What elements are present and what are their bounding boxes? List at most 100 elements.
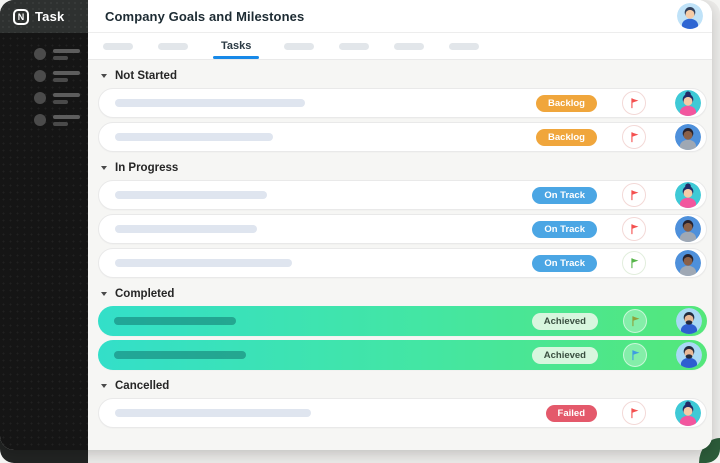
assignee-avatar[interactable] xyxy=(675,400,701,426)
caret-down-icon xyxy=(101,383,107,388)
task-title-placeholder xyxy=(115,225,257,233)
section-cancelled: Cancelled Failed xyxy=(98,379,707,428)
task-row[interactable]: On Track xyxy=(98,214,707,244)
task-title-placeholder xyxy=(114,351,246,359)
section-label: Cancelled xyxy=(115,379,170,392)
flag-button[interactable] xyxy=(622,125,646,149)
app-logo: N Task xyxy=(0,0,88,33)
assignee-avatar[interactable] xyxy=(675,250,701,276)
status-badge: Failed xyxy=(545,404,597,422)
nav-item-icon xyxy=(34,114,46,126)
task-title-placeholder xyxy=(115,409,311,417)
assignee-avatar[interactable] xyxy=(675,90,701,116)
page-header: Company Goals and Milestones xyxy=(88,0,712,33)
flag-button[interactable] xyxy=(623,343,647,367)
task-row[interactable]: Backlog xyxy=(98,122,707,152)
caret-down-icon xyxy=(101,291,107,296)
flag-button[interactable] xyxy=(622,217,646,241)
avatar-illustration xyxy=(676,342,702,368)
flag-icon xyxy=(630,258,638,269)
avatar-illustration xyxy=(677,3,703,29)
assignee-avatar[interactable] xyxy=(675,124,701,150)
section-in-progress: In Progress On Track On xyxy=(98,161,707,278)
main-panel: Company Goals and Milestones Tasks xyxy=(88,0,712,450)
tab-placeholder[interactable] xyxy=(284,42,315,50)
section-not-started: Not Started Backlog Back xyxy=(98,69,707,152)
flag-button[interactable] xyxy=(622,251,646,275)
sidebar-item[interactable] xyxy=(34,91,88,104)
flag-icon xyxy=(631,316,639,327)
task-row[interactable]: Backlog xyxy=(98,88,707,118)
status-badge: Achieved xyxy=(531,346,598,364)
flag-button[interactable] xyxy=(622,401,646,425)
flag-button[interactable] xyxy=(623,309,647,333)
section-label: In Progress xyxy=(115,161,179,174)
user-avatar[interactable] xyxy=(677,3,703,29)
flag-button[interactable] xyxy=(622,91,646,115)
tab-placeholder[interactable] xyxy=(449,42,480,50)
sidebar-nav xyxy=(0,33,88,126)
assignee-avatar[interactable] xyxy=(676,308,702,334)
avatar-illustration xyxy=(675,250,701,276)
status-badge: Backlog xyxy=(536,94,597,112)
task-title-placeholder xyxy=(115,191,267,199)
nav-item-icon xyxy=(34,92,46,104)
flag-icon xyxy=(630,190,638,201)
status-badge: Achieved xyxy=(531,312,598,330)
section-label: Not Started xyxy=(115,69,177,82)
status-badge: Backlog xyxy=(536,128,597,146)
flag-icon xyxy=(631,350,639,361)
task-title-placeholder xyxy=(114,317,236,325)
tab-placeholder[interactable] xyxy=(158,42,188,50)
caret-down-icon xyxy=(101,165,107,170)
avatar-illustration xyxy=(675,400,701,426)
task-row[interactable]: Failed xyxy=(98,398,707,428)
sidebar-item[interactable] xyxy=(34,113,88,126)
tab-placeholder[interactable] xyxy=(394,42,425,50)
flag-button[interactable] xyxy=(622,183,646,207)
task-list: Not Started Backlog Back xyxy=(88,60,712,450)
section-header[interactable]: In Progress xyxy=(101,161,707,174)
task-row[interactable]: Achieved xyxy=(98,306,707,336)
task-row[interactable]: On Track xyxy=(98,180,707,210)
tab-placeholder[interactable] xyxy=(103,42,133,50)
caret-down-icon xyxy=(101,73,107,78)
assignee-avatar[interactable] xyxy=(675,216,701,242)
task-title-placeholder xyxy=(115,133,273,141)
avatar-illustration xyxy=(675,90,701,116)
section-header[interactable]: Cancelled xyxy=(101,379,707,392)
flag-icon xyxy=(630,408,638,419)
app-logo-text: Task xyxy=(35,9,65,24)
sidebar-item[interactable] xyxy=(34,69,88,82)
sidebar: N Task xyxy=(0,0,88,450)
nav-item-icon xyxy=(34,70,46,82)
status-badge: On Track xyxy=(532,186,597,204)
assignee-avatar[interactable] xyxy=(675,182,701,208)
section-header[interactable]: Not Started xyxy=(101,69,707,82)
avatar-illustration xyxy=(675,182,701,208)
section-header[interactable]: Completed xyxy=(101,287,707,300)
tab-tasks[interactable]: Tasks xyxy=(213,33,260,59)
avatar-illustration xyxy=(675,216,701,242)
page-title: Company Goals and Milestones xyxy=(105,8,305,24)
task-row[interactable]: On Track xyxy=(98,248,707,278)
avatar-illustration xyxy=(676,308,702,334)
active-tab-underline xyxy=(213,56,260,59)
flag-icon xyxy=(630,98,638,109)
status-badge: On Track xyxy=(532,254,597,272)
flag-icon xyxy=(630,132,638,143)
assignee-avatar[interactable] xyxy=(676,342,702,368)
nav-item-icon xyxy=(34,48,46,60)
section-completed: Completed Achieved Achie xyxy=(98,287,707,370)
section-label: Completed xyxy=(115,287,175,300)
tab-placeholder[interactable] xyxy=(339,42,370,50)
avatar-illustration xyxy=(675,124,701,150)
task-title-placeholder xyxy=(115,259,292,267)
app-window: N Task xyxy=(0,0,712,450)
task-title-placeholder xyxy=(115,99,305,107)
tab-tasks-label: Tasks xyxy=(221,40,252,52)
ntask-logo-icon: N xyxy=(13,8,29,25)
task-row[interactable]: Achieved xyxy=(98,340,707,370)
sidebar-item[interactable] xyxy=(34,47,88,60)
